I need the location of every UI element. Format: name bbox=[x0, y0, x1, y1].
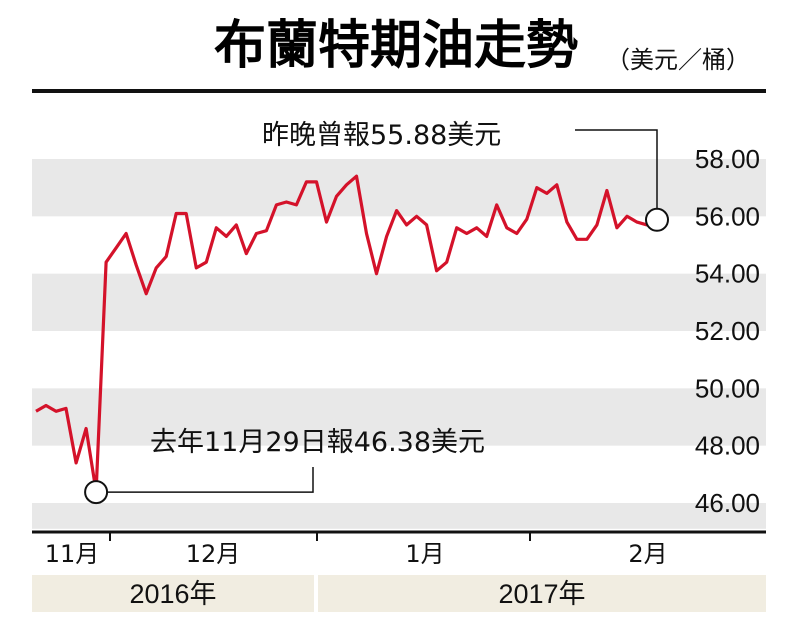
y-tick-label: 46.00 bbox=[695, 488, 760, 518]
unit-label: （美元／桶） bbox=[606, 46, 750, 74]
y-axis-labels: 46.00 48.00 50.00 52.00 54.00 56.00 58.00 bbox=[695, 144, 760, 518]
chart-title: 布蘭特期油走勢 bbox=[214, 15, 578, 76]
low-leader-line bbox=[107, 467, 314, 493]
latest-leader-line bbox=[575, 129, 658, 209]
y-tick-label: 48.00 bbox=[695, 431, 760, 461]
low-annotation: 去年11月29日報46.38美元 bbox=[150, 427, 485, 458]
month-label-nov: 11月 bbox=[45, 540, 100, 568]
month-label-feb: 2月 bbox=[628, 540, 667, 568]
y-tick-label: 54.00 bbox=[695, 259, 760, 289]
month-label-jan: 1月 bbox=[405, 540, 444, 568]
brent-price-line bbox=[35, 174, 658, 494]
y-tick-label: 58.00 bbox=[695, 144, 760, 174]
grid-band bbox=[32, 503, 766, 529]
y-tick-label: 52.00 bbox=[695, 316, 760, 346]
y-tick-label: 56.00 bbox=[695, 201, 760, 231]
latest-annotation: 昨晚曾報55.88美元 bbox=[262, 120, 501, 151]
year-band-2016 bbox=[32, 575, 314, 612]
y-tick-label: 50.00 bbox=[695, 373, 760, 403]
grid-band bbox=[32, 273, 766, 331]
grid-band bbox=[32, 388, 766, 446]
latest-point-marker bbox=[645, 207, 669, 232]
low-point-marker bbox=[84, 480, 109, 505]
year-band-2017 bbox=[318, 575, 766, 612]
year-label-2016: 2016年 bbox=[129, 579, 216, 609]
year-label-2017: 2017年 bbox=[498, 579, 585, 609]
grid-band bbox=[32, 159, 766, 217]
grid-bands bbox=[32, 159, 766, 529]
month-label-dec: 12月 bbox=[186, 540, 241, 568]
